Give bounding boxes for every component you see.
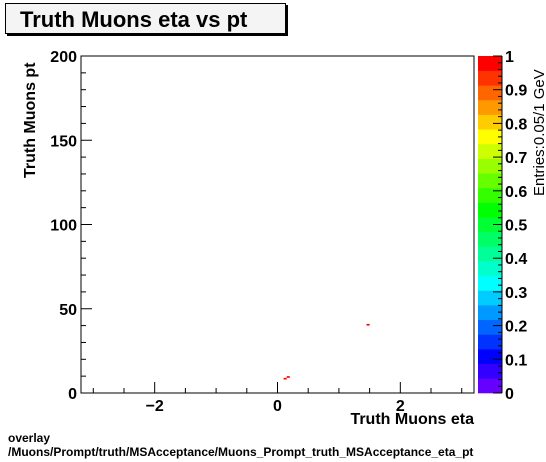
y-axis-title: Truth Muons pt: [22, 62, 39, 178]
palette-swatch: [478, 85, 502, 101]
heatmap-cell: [283, 377, 287, 380]
heatmap-cell: [286, 376, 290, 378]
z-tick-label: 1: [505, 49, 514, 66]
x-tick-label: 2: [396, 398, 405, 415]
y-tick-label: 0: [68, 386, 77, 403]
x-tick-label: 0: [273, 398, 282, 415]
z-tick-label: 0.8: [505, 116, 527, 133]
z-axis-title: Entries:0.05/1 GeV: [531, 69, 546, 196]
chart-title: Truth Muons eta vs pt: [20, 7, 248, 32]
palette-swatch: [478, 187, 502, 203]
palette-swatch: [478, 334, 502, 350]
footer-line-2: /Muons/Prompt/truth/MSAcceptance/Muons_P…: [8, 445, 474, 459]
palette-swatch: [478, 363, 502, 379]
z-tick-label: 0.4: [505, 251, 527, 268]
palette-swatch: [478, 349, 502, 364]
y-tick-label: 150: [50, 133, 77, 150]
z-tick-label: 0.2: [505, 319, 527, 336]
z-tick-label: 0.1: [505, 352, 527, 369]
z-tick-label: 0.9: [505, 83, 527, 100]
palette-swatch: [478, 129, 502, 145]
palette-swatch: [478, 261, 502, 277]
palette-swatch: [478, 275, 502, 291]
palette-swatch: [478, 70, 502, 86]
palette-swatch: [478, 217, 502, 233]
z-tick-label: 0.7: [505, 150, 527, 167]
palette-swatch: [478, 143, 502, 159]
z-axis: 0 0.1 0.2 0.3 0.4 0.5 0.6 0.7 0.8 0.9 1: [493, 49, 527, 403]
y-tick-label: 200: [50, 49, 77, 66]
x-axis: −2 0 2: [92, 382, 463, 415]
z-tick-label: 0.5: [505, 218, 527, 235]
footer-line-1: overlay: [8, 431, 51, 445]
palette-swatch: [478, 202, 502, 218]
heatmap-cell: [366, 323, 370, 326]
z-tick-label: 0: [505, 386, 514, 403]
title-box: Truth Muons eta vs pt: [5, 3, 286, 34]
palette-swatch: [478, 99, 502, 115]
y-tick-label: 50: [59, 302, 77, 319]
x-tick-label: −2: [146, 398, 164, 415]
palette-swatch: [478, 290, 502, 306]
x-axis-title: Truth Muons eta: [350, 411, 474, 428]
z-tick-label: 0.6: [505, 184, 527, 201]
palette-swatch: [478, 173, 502, 189]
palette-swatch: [478, 305, 502, 321]
heatmap-cells: [283, 323, 370, 380]
z-tick-label: 0.3: [505, 285, 527, 302]
y-tick-label: 100: [50, 218, 77, 235]
footer: overlay /Muons/Prompt/truth/MSAcceptance…: [8, 431, 473, 459]
palette-swatch: [478, 56, 502, 71]
plot-frame: [80, 55, 475, 394]
palette-swatch: [478, 231, 502, 247]
y-axis: 0 50 100 150 200: [50, 49, 92, 403]
palette-swatch: [478, 158, 502, 174]
palette-swatch: [478, 246, 502, 262]
palette-swatch: [478, 114, 502, 130]
palette-swatch: [478, 319, 502, 335]
palette-swatch: [478, 378, 502, 394]
color-palette: [478, 56, 503, 394]
